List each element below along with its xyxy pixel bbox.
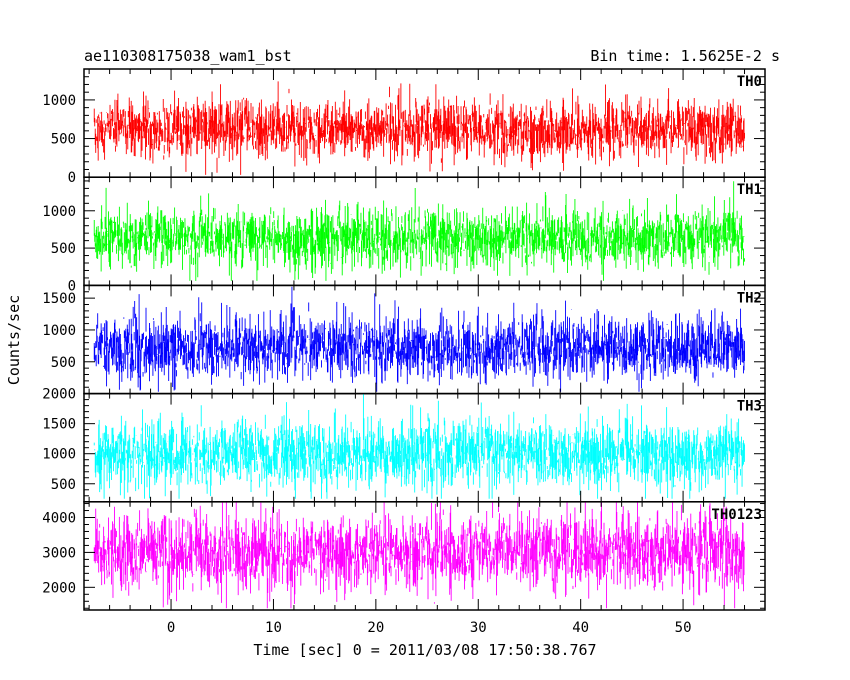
panels-group: TH005001000TH105001000TH250010001500TH35…	[42, 68, 766, 636]
x-tick-label: 0	[167, 620, 175, 636]
panel-th0-y-tick-label: 500	[51, 132, 76, 148]
panel-th3-y-tick-label: 1000	[42, 447, 76, 463]
panel-th1-label: TH1	[737, 182, 762, 198]
chart-title: ae110308175038_wam1_bst	[84, 47, 292, 65]
x-axis-label: Time [sec] 0 = 2011/03/08 17:50:38.767	[253, 641, 596, 659]
panel-th1-series-line	[93, 181, 745, 281]
panel-th0-y-tick-label: 1000	[42, 93, 76, 109]
x-tick-label: 20	[367, 620, 384, 636]
x-tick-label: 30	[470, 620, 487, 636]
panel-th0123-series-line	[93, 501, 745, 609]
panel-th0123-frame	[83, 501, 766, 611]
panel-th2-y-tick-label: 500	[51, 355, 76, 371]
panel-th3-y-tick-label: 2000	[42, 387, 76, 403]
panel-th3-y-tick-label: 500	[51, 477, 76, 493]
panel-th0-label: TH0	[737, 74, 762, 90]
panel-th2-y-tick-label: 1000	[42, 323, 76, 339]
panel-th2-series-line	[93, 286, 745, 392]
panel-th3-label: TH3	[737, 399, 762, 415]
panel-th0-y-tick-label: 0	[68, 170, 76, 186]
panel-th1-y-tick-label: 500	[51, 241, 76, 257]
panel-th0123-y-tick-label: 4000	[42, 511, 76, 527]
panel-th0-series-line	[93, 81, 745, 175]
panel-th2-label: TH2	[737, 290, 762, 306]
panel-th2-y-tick-label: 1500	[42, 291, 76, 307]
panel-th0123-label: TH0123	[711, 507, 762, 523]
bin-time-label: Bin time: 1.5625E-2 s	[590, 47, 780, 65]
y-axis-label: Counts/sec	[5, 295, 23, 385]
x-tick-label: 50	[675, 620, 692, 636]
x-tick-label: 10	[265, 620, 282, 636]
panel-th0123-y-tick-label: 2000	[42, 580, 76, 596]
panel-th1-y-tick-label: 0	[68, 278, 76, 294]
panel-th3-series-line	[93, 393, 745, 499]
x-tick-label: 40	[572, 620, 589, 636]
panel-th0123-y-tick-label: 3000	[42, 545, 76, 561]
panel-th1-y-tick-label: 1000	[42, 204, 76, 220]
panel-th3-y-tick-label: 1500	[42, 417, 76, 433]
